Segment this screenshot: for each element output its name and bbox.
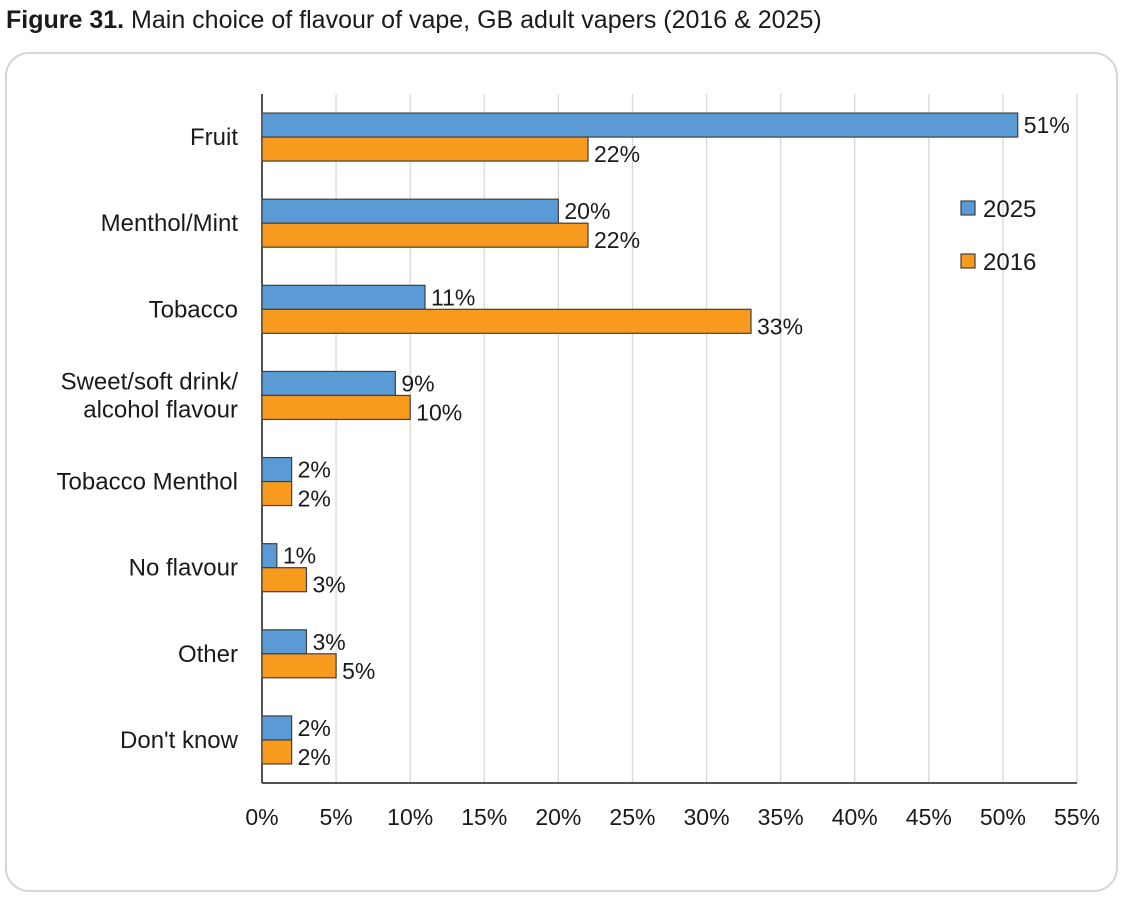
- category-label: Tobacco Menthol: [57, 469, 238, 496]
- bar-2025: [261, 112, 1019, 138]
- x-tick-label: 15%: [461, 804, 507, 830]
- data-label-2016: 2%: [298, 486, 331, 512]
- data-label-2025: 1%: [283, 543, 316, 569]
- figure-caption: Main choice of flavour of vape, GB adult…: [131, 6, 822, 34]
- bar-2025: [261, 370, 396, 397]
- x-tick-label: 55%: [1054, 804, 1100, 830]
- bar-2016: [261, 308, 752, 334]
- category-label: Tobacco: [149, 296, 238, 323]
- category-label: Menthol/Mint: [101, 210, 239, 237]
- bar-2016: [261, 394, 411, 421]
- data-label-2025: 3%: [312, 629, 345, 655]
- data-label-2016: 22%: [594, 141, 640, 167]
- data-label-2025: 2%: [298, 715, 331, 741]
- figure-number: Figure 31.: [6, 6, 125, 34]
- data-label-2016: 5%: [342, 658, 375, 684]
- legend-label-2025: 2025: [983, 196, 1036, 223]
- data-label-2025: 9%: [401, 370, 434, 396]
- bar-2025: [261, 629, 308, 655]
- chart-frame: [5, 52, 1118, 892]
- data-label-2025: 2%: [298, 457, 331, 483]
- bar-2016: [261, 480, 293, 507]
- x-tick-label: 0%: [245, 804, 278, 830]
- legend-swatch-2025: [960, 200, 976, 216]
- data-label-2016: 3%: [312, 572, 345, 598]
- category-label: Fruit: [190, 124, 238, 151]
- bar-2025: [261, 198, 559, 224]
- legend-label-2016: 2016: [983, 249, 1036, 276]
- category-label: Other: [178, 641, 238, 668]
- category-label: Sweet/soft drink/alcohol flavour: [61, 368, 239, 423]
- category-label: No flavour: [129, 555, 238, 582]
- data-label-2016: 33%: [757, 313, 803, 339]
- x-tick-label: 25%: [609, 804, 655, 830]
- x-tick-label: 40%: [832, 804, 878, 830]
- x-tick-label: 50%: [980, 804, 1026, 830]
- x-tick-label: 30%: [684, 804, 730, 830]
- x-tick-label: 35%: [758, 804, 804, 830]
- category-label: Don't know: [120, 727, 239, 754]
- bar-2016: [261, 222, 589, 248]
- bar-2025: [261, 715, 293, 741]
- data-label-2016: 10%: [416, 399, 462, 425]
- data-label-2025: 11%: [431, 284, 475, 310]
- bar-2016: [261, 739, 293, 765]
- x-tick-label: 20%: [535, 804, 581, 830]
- bar-2025: [261, 284, 426, 310]
- figure-title: Figure 31. Main choice of flavour of vap…: [6, 4, 822, 36]
- bar-2016: [261, 653, 337, 679]
- bar-2016: [261, 136, 589, 162]
- data-label-2025: 20%: [564, 198, 610, 224]
- data-label-2016: 2%: [298, 744, 331, 770]
- x-tick-label: 10%: [387, 804, 433, 830]
- x-tick-label: 45%: [906, 804, 952, 830]
- bar-2025: [261, 543, 278, 569]
- bar-2025: [261, 456, 293, 483]
- x-tick-label: 5%: [319, 804, 352, 830]
- legend-swatch-2016: [960, 253, 976, 269]
- data-label-2016: 22%: [594, 227, 640, 253]
- data-label-2025: 51%: [1024, 112, 1070, 138]
- bar-2016: [261, 567, 308, 593]
